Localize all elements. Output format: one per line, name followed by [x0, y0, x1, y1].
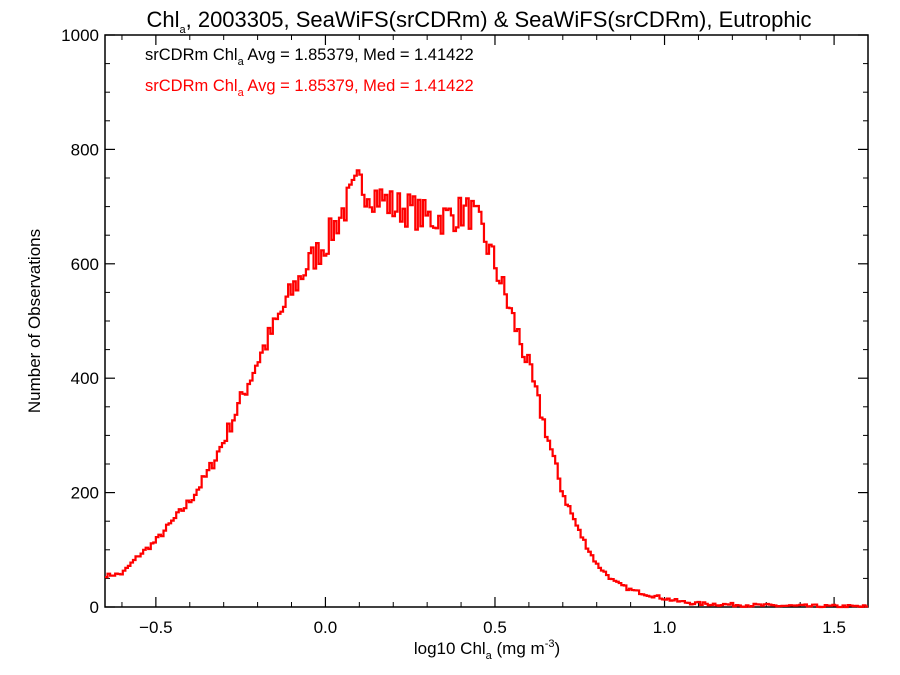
legend-entry-black: srCDRm Chla Avg = 1.85379, Med = 1.41422 [145, 46, 474, 68]
y-tick-label: 0 [90, 598, 99, 617]
legend-entry-red: srCDRm Chla Avg = 1.85379, Med = 1.41422 [145, 77, 474, 99]
x-tick-label: 1.0 [653, 618, 677, 637]
chart-title: Chla, 2003305, SeaWiFS(srCDRm) & SeaWiFS… [146, 7, 811, 36]
plot-frame [104, 34, 869, 608]
series-layer [105, 169, 868, 609]
x-tick-label: −0.5 [139, 618, 173, 637]
y-axis-label: Number of Observations [25, 229, 44, 413]
x-tick-label: 0.5 [483, 618, 507, 637]
y-tick-label: 1000 [61, 26, 99, 45]
y-tick-label: 600 [71, 255, 99, 274]
x-tick-label: 0.0 [314, 618, 338, 637]
histogram-series-line [105, 169, 868, 609]
x-tick-label: 1.5 [822, 618, 846, 637]
x-axis-label: log10 Chla (mg m-3) [414, 638, 560, 662]
y-tick-label: 800 [71, 140, 99, 159]
y-tick-label: 400 [71, 369, 99, 388]
y-axis: 0 200 400 600 800 1000 [61, 26, 868, 617]
x-axis: −0.5 0.0 0.5 1.0 1.5 [121, 35, 869, 637]
y-tick-label: 200 [71, 484, 99, 503]
